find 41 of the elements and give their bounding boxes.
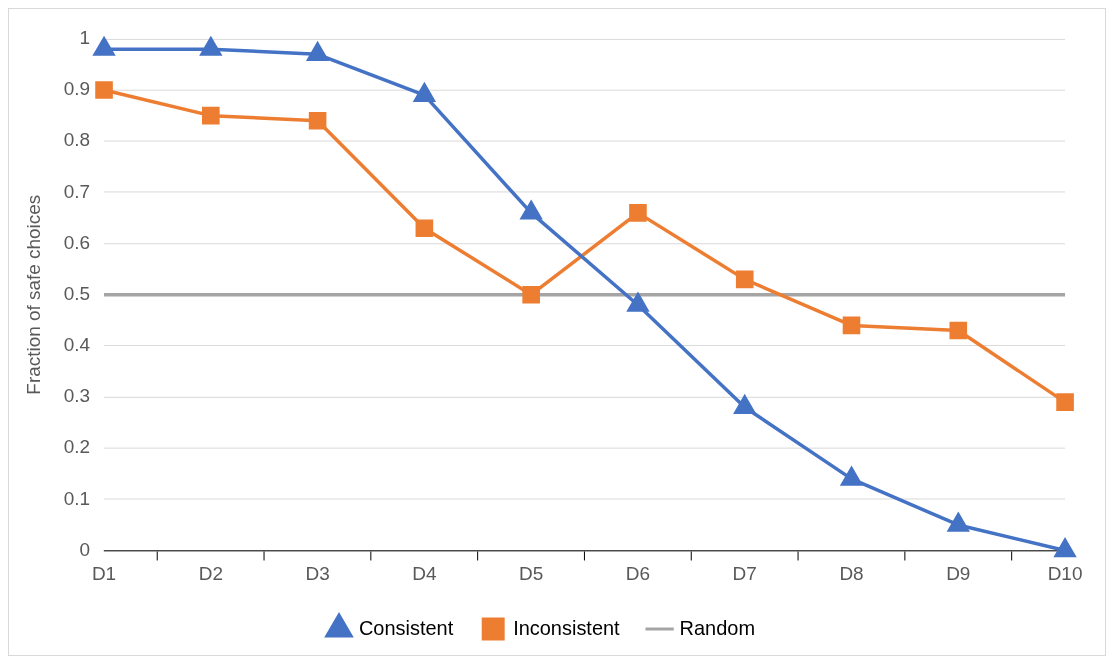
point xyxy=(202,106,220,125)
point xyxy=(733,393,756,415)
point xyxy=(842,316,861,335)
x-tick-label: D1 xyxy=(91,563,117,585)
point xyxy=(947,513,969,532)
x-tick-label: D6 xyxy=(625,563,651,585)
legend-label: Consistent xyxy=(358,616,454,639)
point xyxy=(629,204,647,222)
point xyxy=(1056,393,1074,411)
point xyxy=(1054,538,1076,558)
y-tick-label: 0.9 xyxy=(63,78,91,100)
x-tick-label: D5 xyxy=(519,563,544,585)
y-tick-label: 0.8 xyxy=(63,129,91,151)
y-tick-label: 1 xyxy=(79,27,91,49)
y-tick-label: 0.5 xyxy=(63,282,91,304)
y-tick-label: 0.1 xyxy=(63,487,91,509)
point xyxy=(949,321,968,340)
point xyxy=(522,285,540,304)
point xyxy=(95,81,113,99)
x-tick-label: D9 xyxy=(946,563,971,585)
point xyxy=(627,293,649,312)
y-axis-title: Fraction of safe choices xyxy=(22,194,44,395)
y-tick-label: 0 xyxy=(79,538,91,560)
x-tick-label: D8 xyxy=(839,563,864,585)
x-tick-label: D7 xyxy=(732,563,757,585)
point xyxy=(735,270,754,289)
x-tick-label: D3 xyxy=(305,563,330,585)
y-tick-label: 0.6 xyxy=(63,231,91,253)
point xyxy=(415,219,434,237)
y-tick-label: 0.7 xyxy=(63,180,91,202)
legend-label: Inconsistent xyxy=(513,616,621,639)
point xyxy=(841,467,862,486)
point xyxy=(308,111,327,130)
x-tick-label: D2 xyxy=(198,563,223,585)
y-tick-label: 0.2 xyxy=(63,436,91,458)
y-tick-label: 0.4 xyxy=(63,334,91,356)
x-tick-label: D10 xyxy=(1047,563,1083,585)
x-tick-label: D4 xyxy=(412,563,437,585)
y-tick-label: 0.3 xyxy=(63,385,91,407)
point xyxy=(520,201,542,220)
legend-label: Random xyxy=(679,616,756,639)
